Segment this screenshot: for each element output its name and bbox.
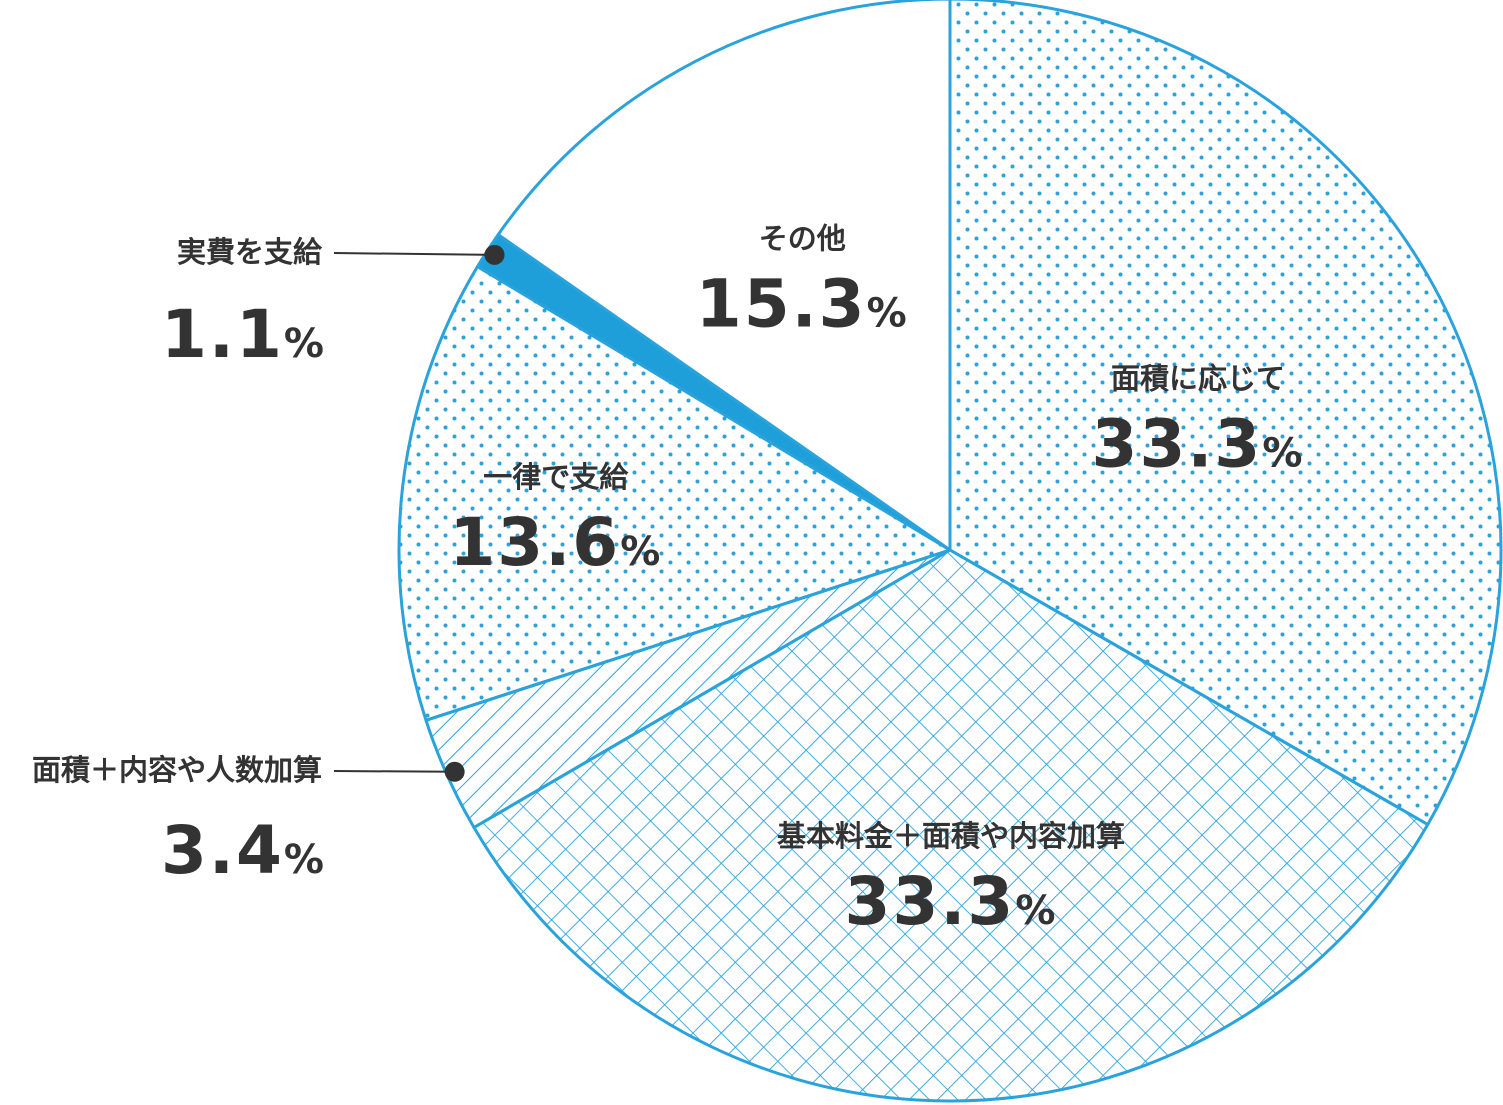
callouts	[333, 244, 505, 782]
slice-label: その他	[759, 222, 846, 256]
callout-value: 1.1%	[161, 296, 326, 373]
callout-line	[333, 770, 455, 773]
slice-label: 面積に応じて	[1111, 361, 1285, 395]
callout-value: 3.4%	[161, 812, 326, 889]
percent-sign: %	[284, 837, 326, 883]
slice-label: 一律で支給	[483, 460, 629, 494]
pie-slices	[397, 0, 1503, 1103]
percent-sign: %	[867, 291, 909, 337]
callout-label: 実費を支給	[177, 235, 323, 269]
percent-sign: %	[284, 321, 326, 367]
percent-sign: %	[1015, 888, 1057, 934]
slice-6-none	[496, 0, 952, 552]
slice-label: 基本料金＋面積や内容加算	[777, 819, 1125, 853]
callout-line	[333, 252, 495, 256]
percent-sign: %	[1262, 430, 1304, 476]
callout-dot	[484, 244, 505, 265]
slice-2-crosshatch	[472, 548, 1430, 1103]
slice-labels: 面積に応じて33.3%基本料金＋面積や内容加算33.3%面積＋内容や人数加算3.…	[32, 222, 1304, 940]
percent-sign: %	[620, 529, 662, 575]
callout-label: 面積＋内容や人数加算	[32, 753, 322, 787]
slice-1-dots	[948, 0, 1503, 826]
callout-dot	[444, 761, 465, 782]
slice-4-dots	[397, 265, 952, 722]
